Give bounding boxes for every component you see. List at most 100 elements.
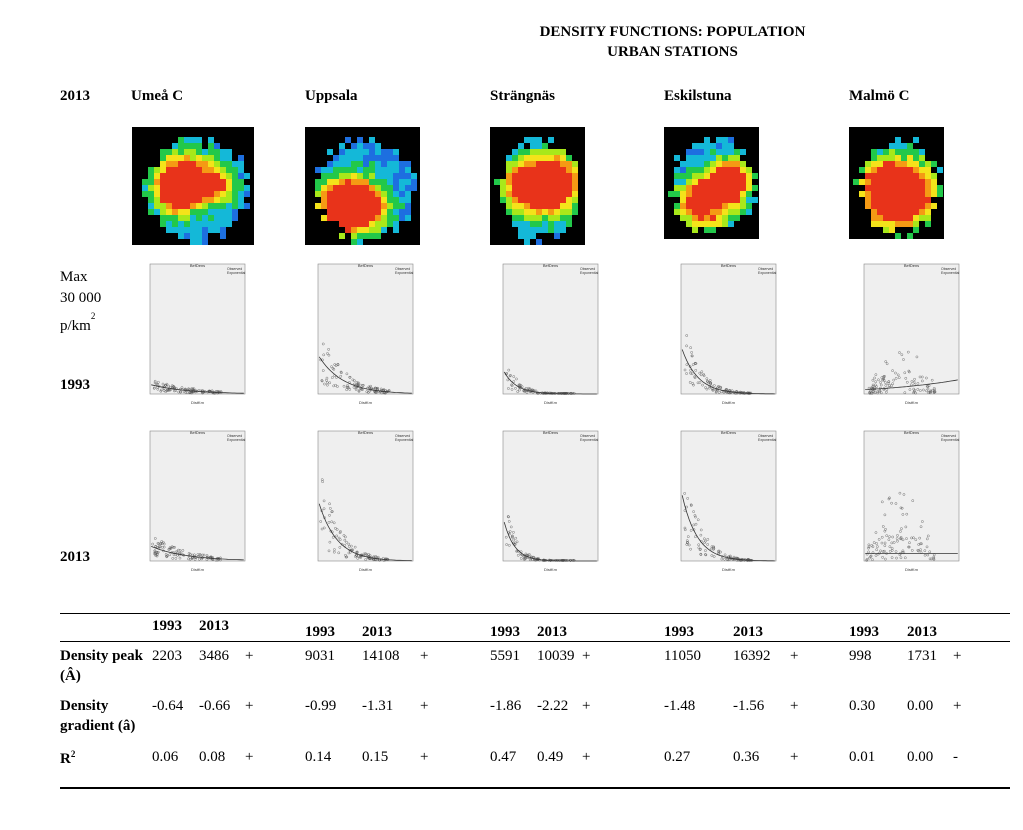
heatmap-cell: [500, 179, 506, 185]
heatmap-cell: [220, 215, 226, 221]
scatter-point: [515, 377, 518, 381]
heatmap-cell: [919, 209, 925, 215]
heatmap-cell: [734, 215, 740, 221]
heatmap-cell: [542, 155, 548, 161]
heatmap-cell: [327, 209, 333, 215]
scatter-point: [351, 378, 355, 382]
scatter-point: [572, 559, 576, 562]
scatter-point: [336, 385, 339, 388]
heatmap-cell: [913, 191, 919, 197]
scatter-point: [683, 528, 687, 532]
value-1993-2-3: -1.86: [490, 698, 522, 714]
scatter-point: [694, 369, 698, 372]
heatmap-cell: [208, 173, 214, 179]
table-header-1993-3: 1993: [490, 624, 520, 640]
heatmap-cell: [913, 149, 919, 155]
scatter-point: [346, 385, 350, 389]
scatter-point: [162, 389, 166, 392]
heatmap-cell: [913, 209, 919, 215]
plot-title: BefDens: [721, 430, 736, 435]
heatmap-cell: [865, 203, 871, 209]
heatmap-cell: [226, 215, 232, 221]
heatmap-cell: [393, 173, 399, 179]
plot-area: [317, 263, 414, 395]
heatmap-cell: [692, 227, 698, 233]
scatter-point: [356, 382, 360, 385]
scatter-point: [153, 386, 156, 390]
heatmap-cell: [381, 191, 387, 197]
heatmap-cell: [692, 185, 698, 191]
heatmap-cell: [680, 197, 686, 203]
heatmap-cell: [363, 185, 369, 191]
heatmap-cell: [752, 197, 758, 203]
scatter-point: [881, 556, 884, 559]
heatmap-cell: [542, 209, 548, 215]
heatmap-cell: [184, 185, 190, 191]
heatmap-cell: [542, 167, 548, 173]
station-header-strangnas: Strängnäs: [490, 88, 556, 104]
heatmap-cell: [901, 203, 907, 209]
heatmap-cell: [333, 191, 339, 197]
scatter-point: [719, 386, 723, 390]
heatmap-cell: [518, 179, 524, 185]
heatmap-cell: [572, 161, 578, 167]
scatter-point: [879, 549, 882, 553]
heatmap-cell: [190, 191, 196, 197]
scatter-point: [894, 377, 898, 380]
heatmap-cell: [740, 173, 746, 179]
scatter-point: [884, 528, 887, 531]
heatmap-cell: [925, 197, 931, 203]
scatter-point: [704, 539, 707, 543]
heatmap-cell: [919, 161, 925, 167]
heatmap-cell: [160, 161, 166, 167]
heatmap-cell: [369, 209, 375, 215]
scatter-point: [510, 384, 514, 388]
x-axis-label: DistKm: [722, 567, 736, 572]
heatmap-cell: [901, 179, 907, 185]
heatmap-cell: [172, 143, 178, 149]
scatter-point: [885, 362, 889, 366]
heatmap-cell: [202, 161, 208, 167]
scatter-point: [926, 534, 930, 538]
exponential-fit-line: [318, 503, 412, 562]
scatter-point: [193, 553, 196, 557]
scatter-point: [881, 525, 885, 528]
scatter-point: [720, 557, 724, 561]
heatmap-cell: [907, 143, 913, 149]
legend-observed: Observed: [580, 267, 595, 271]
scatter-point: [157, 380, 160, 384]
heatmap-cell: [889, 221, 895, 227]
heatmap-cell: [686, 209, 692, 215]
scatter-point: [888, 545, 892, 548]
heatmap-cell: [524, 161, 530, 167]
value-sign-1-2: +: [420, 648, 429, 664]
scatter-point: [334, 364, 338, 367]
value-1993-3-3: 0.47: [490, 749, 517, 765]
heatmap-cell: [393, 227, 399, 233]
heatmap-cell: [357, 173, 363, 179]
scatter-point: [515, 540, 519, 544]
heatmap-cell: [542, 197, 548, 203]
heatmap-cell: [196, 173, 202, 179]
scatter-point: [896, 534, 899, 537]
heatmap-cell: [698, 167, 704, 173]
heatmap-cell: [530, 155, 536, 161]
heatmap-cell: [512, 197, 518, 203]
plot-area: [502, 263, 599, 395]
heatmap-cell: [506, 191, 512, 197]
figure-title-line1: DENSITY FUNCTIONS: POPULATION: [539, 24, 806, 40]
heatmap-cell: [883, 173, 889, 179]
heatmap-cell: [901, 173, 907, 179]
scatter-point: [328, 502, 331, 506]
scatter-point: [867, 545, 871, 549]
heatmap-cell: [154, 203, 160, 209]
heatmap-cell: [172, 227, 178, 233]
scatter-point: [367, 385, 371, 389]
heatmap-cell: [333, 185, 339, 191]
scatter-point: [705, 387, 709, 391]
scatter-point: [719, 550, 722, 554]
heatmap-cell: [190, 155, 196, 161]
heatmap-cell: [883, 185, 889, 191]
heatmap-cell: [889, 173, 895, 179]
heatmap-cell: [506, 155, 512, 161]
